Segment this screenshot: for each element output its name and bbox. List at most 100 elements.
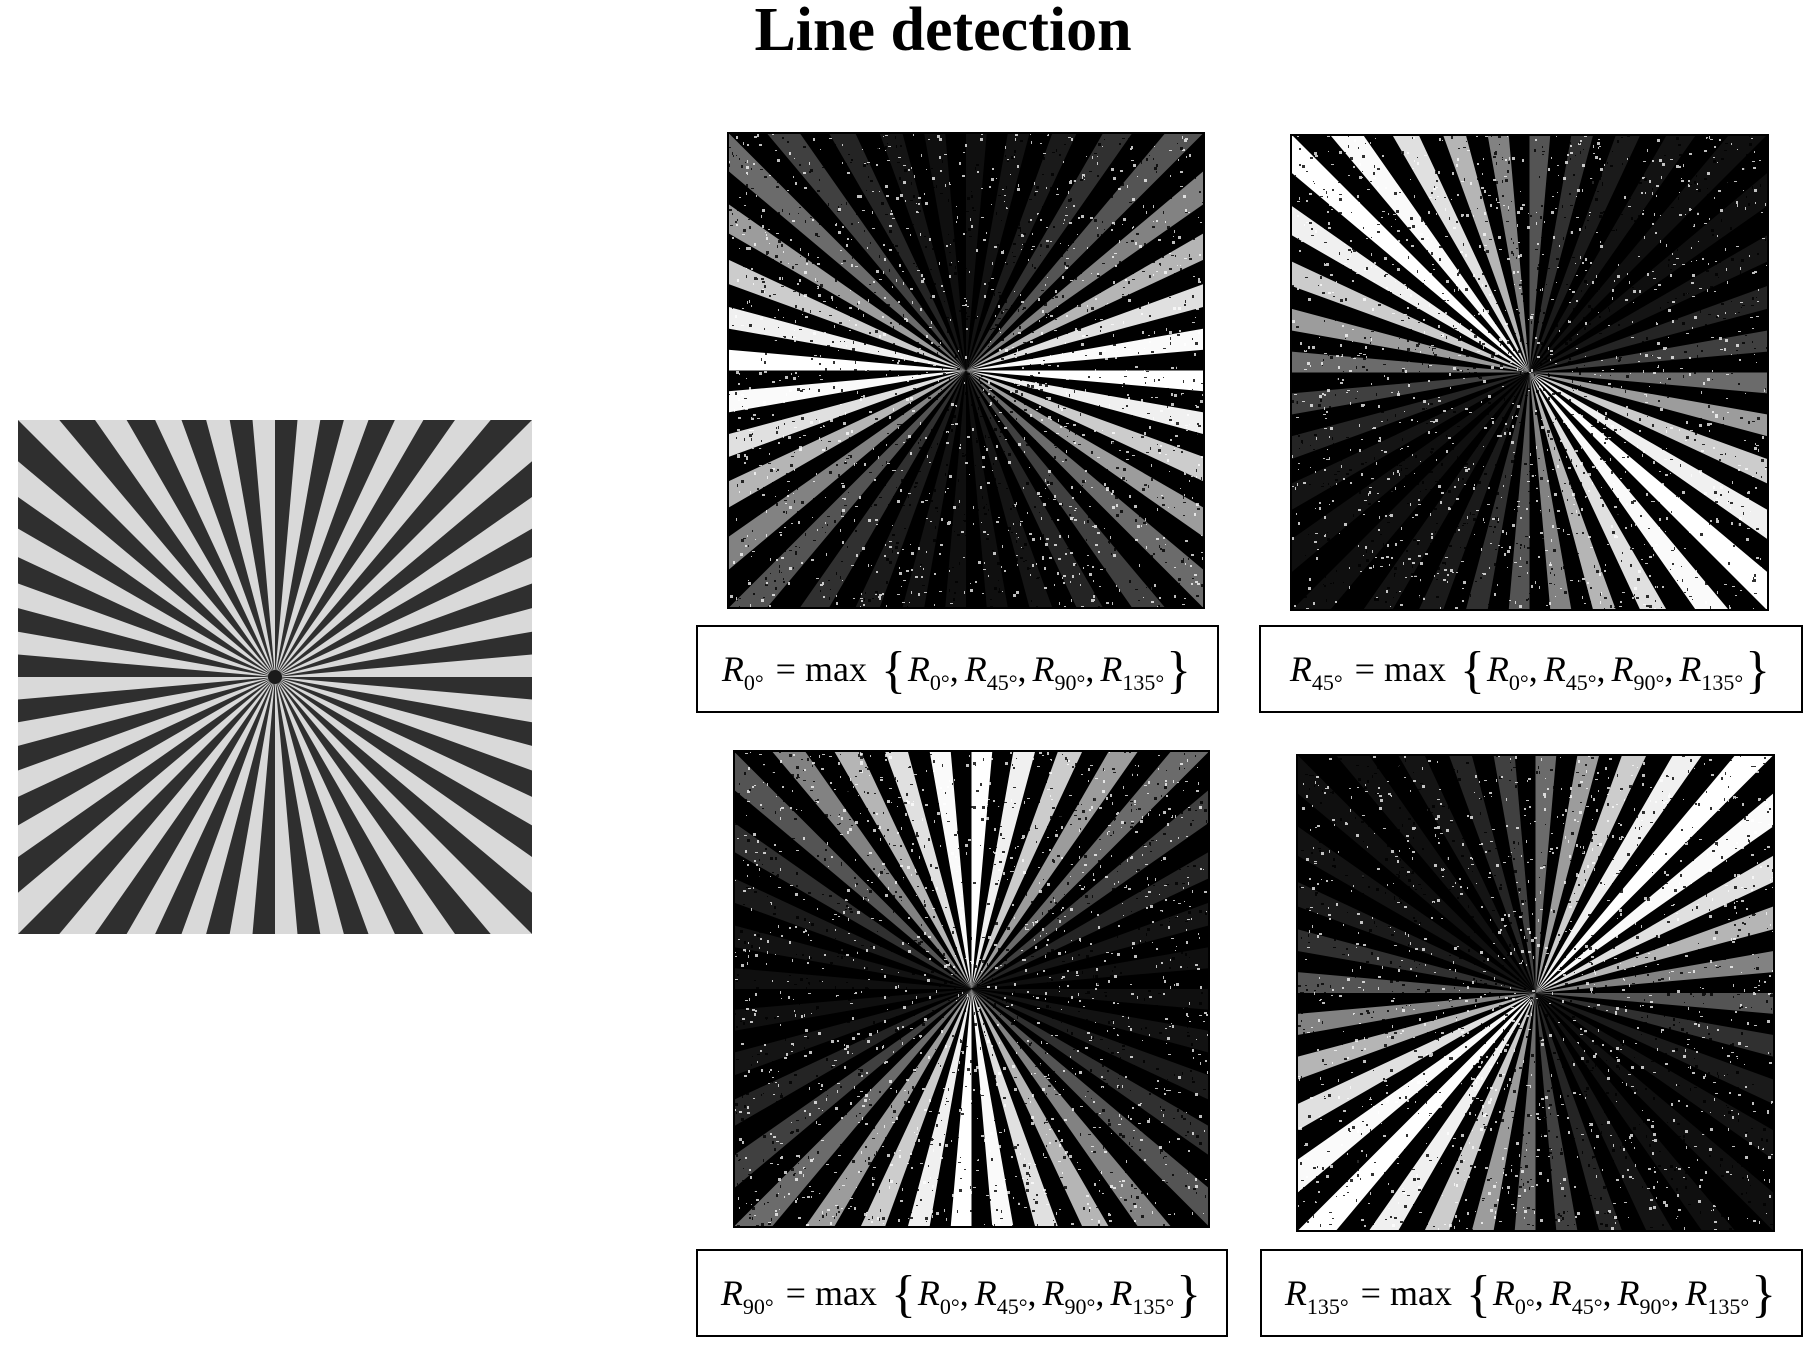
response-white-ray [1535, 905, 1775, 993]
formula-term: R0° [907, 648, 950, 695]
response-white-ray [1290, 204, 1530, 373]
response-white-ray [966, 283, 1205, 371]
response-white-ray [966, 370, 1205, 392]
formula-symbol: R [1679, 649, 1702, 689]
formula-lhs: R135° [1284, 1272, 1349, 1319]
starburst-dark-ray [18, 557, 275, 677]
response-white-ray [945, 370, 966, 609]
response-white-ray [727, 370, 966, 609]
response-white-ray [828, 132, 966, 371]
response-frame [1290, 134, 1769, 611]
response-white-ray [1296, 993, 1536, 1232]
formula-comma: , [1602, 1273, 1612, 1313]
response-white-ray [727, 259, 966, 371]
starburst-dark-ray [275, 677, 369, 934]
formula-operator: = max [1354, 649, 1446, 689]
formula-subscript: 90° [742, 1294, 774, 1319]
response-white-ray [1535, 754, 1775, 993]
line-response-r90-image [733, 750, 1210, 1228]
formula-subscript: 135° [1132, 1294, 1175, 1319]
response-white-ray [1529, 372, 1769, 485]
formula-term: R135° [1110, 1272, 1174, 1319]
formula-symbol: R [721, 649, 744, 689]
formula-lhs: R45° [1290, 648, 1343, 695]
formula-symbol: R [720, 1273, 743, 1313]
response-white-ray [1296, 754, 1536, 993]
starburst-dark-ray [275, 420, 455, 677]
response-white-ray [966, 370, 1205, 435]
formula-term: R45° [1544, 648, 1597, 695]
formula-subscript: 90° [1054, 670, 1086, 695]
response-noise-black [1290, 134, 1769, 611]
formula-comma: , [1027, 1273, 1037, 1313]
starburst-dark-ray [18, 608, 275, 677]
formula-subscript: 45° [1571, 1294, 1603, 1319]
formula-term: R0° [1487, 648, 1529, 695]
response-white-ray [1296, 993, 1536, 1195]
response-white-ray [971, 750, 1210, 989]
response-white-ray [923, 132, 966, 371]
starburst-dark-ray [95, 677, 275, 934]
response-frame [733, 750, 1210, 1228]
response-white-ray [1535, 754, 1557, 993]
response-white-ray [1471, 993, 1536, 1232]
formula-comma: , [1095, 1273, 1105, 1313]
response-white-ray [1529, 372, 1769, 541]
response-white-ray [971, 989, 1210, 1228]
starburst-dark-ray [229, 420, 275, 677]
formula-comma: , [1528, 649, 1538, 689]
formula-term: R90° [1617, 1272, 1671, 1319]
starburst-dark-ray [18, 654, 275, 677]
formula-comma: , [1017, 649, 1027, 689]
response-white-ray [971, 946, 1210, 989]
formula-subscript: 135° [1122, 670, 1165, 695]
response-white-ray [733, 989, 972, 1190]
starburst-dark-ray [275, 677, 532, 934]
formula-r90: R90° = max{R0°, R45°, R90°, R135°} [696, 1249, 1228, 1337]
response-white-ray [966, 370, 1205, 609]
formula-comma: , [1664, 649, 1674, 689]
formula-term: R135° [1679, 648, 1743, 695]
response-white-ray [1329, 134, 1530, 373]
response-white-ray [1529, 171, 1769, 373]
response-white-ray [971, 851, 1210, 989]
response-white-ray [971, 989, 1173, 1228]
response-white-ray [1290, 372, 1530, 511]
starburst-dark-ray [275, 420, 344, 677]
formula-symbol: R [1492, 1273, 1515, 1313]
formula-subscript: 135° [1701, 670, 1744, 695]
formula-symbol: R [1100, 649, 1123, 689]
formula-symbol: R [1042, 1273, 1065, 1313]
formula-symbol: R [1110, 1273, 1133, 1313]
formula-symbol: R [1284, 1273, 1307, 1313]
formula-subscript: 135° [1306, 1294, 1349, 1319]
formula-comma: , [959, 1273, 969, 1313]
formula-r135: R135° = max{R0°, R45°, R90°, R135°} [1260, 1249, 1803, 1337]
formula-operator: = max [775, 649, 867, 689]
formula-symbol: R [1685, 1273, 1708, 1313]
formula-lhs: R90° [720, 1272, 774, 1319]
formula-subscript: 45° [996, 1294, 1028, 1319]
starburst-dark-ray [59, 420, 275, 677]
formula-r0: R0° = max{R0°, R45°, R90°, R135°} [696, 625, 1219, 713]
starburst-dark-ray [275, 420, 395, 677]
formula-symbol: R [907, 649, 930, 689]
response-white-ray [971, 989, 1059, 1228]
formula-symbol: R [1617, 1273, 1640, 1313]
starburst-dark-ray [18, 677, 275, 723]
response-noise-white [734, 750, 1210, 1228]
formula-symbol: R [974, 1273, 997, 1313]
response-white-ray [971, 750, 1139, 989]
formula-subscript: 45° [986, 670, 1018, 695]
starburst-dark-ray [275, 677, 424, 934]
response-white-ray [1535, 993, 1623, 1232]
starburst-dark-ray [275, 420, 298, 677]
response-white-ray [1535, 993, 1775, 1232]
response-white-ray [860, 989, 972, 1228]
formula-operator: = max [785, 1273, 877, 1313]
formula-symbol: R [1611, 649, 1634, 689]
response-white-ray [966, 370, 1205, 538]
response-white-ray [1296, 993, 1536, 1081]
formula-symbol: R [917, 1273, 940, 1313]
starburst-dark-ray [181, 420, 275, 677]
